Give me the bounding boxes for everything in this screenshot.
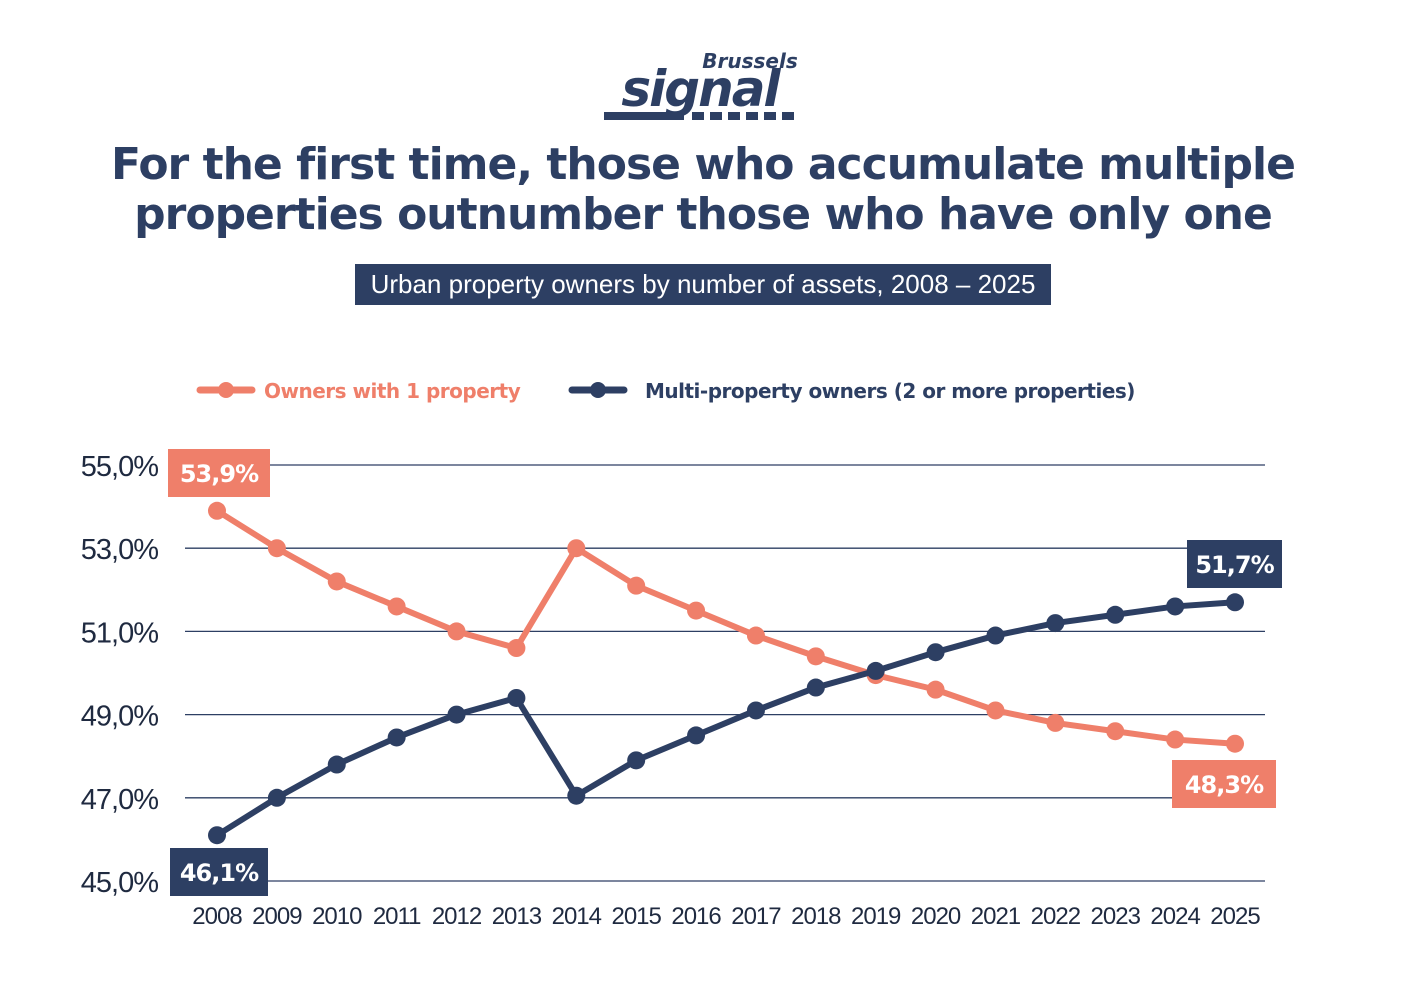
data-point bbox=[387, 597, 406, 616]
data-point bbox=[567, 539, 586, 558]
data-point bbox=[806, 678, 825, 697]
chart-subtitle: Urban property owners by number of asset… bbox=[354, 264, 1052, 305]
data-point bbox=[926, 643, 945, 662]
brussels-signal-logo: Brussels signal bbox=[600, 46, 810, 126]
data-point bbox=[687, 601, 706, 620]
x-tick-label: 2020 bbox=[911, 903, 961, 930]
series-line bbox=[214, 507, 1238, 747]
x-tick-label: 2019 bbox=[851, 903, 901, 930]
annotation-label: 46,1% bbox=[180, 859, 259, 887]
y-tick-label: 45,0% bbox=[81, 867, 158, 899]
headline: For the first time, those who accumulate… bbox=[0, 140, 1406, 240]
annotation-label: 53,9% bbox=[180, 460, 259, 488]
y-tick-label: 55,0% bbox=[81, 451, 158, 483]
x-tick-label: 2025 bbox=[1210, 903, 1260, 930]
x-tick-label: 2012 bbox=[432, 903, 482, 930]
y-tick-label: 47,0% bbox=[81, 784, 158, 816]
logo-underline-dashes bbox=[604, 112, 794, 120]
y-tick-label: 49,0% bbox=[81, 701, 158, 733]
data-point bbox=[267, 539, 286, 558]
data-point bbox=[1046, 614, 1065, 633]
annotation-box bbox=[168, 449, 270, 497]
data-point bbox=[926, 680, 945, 699]
data-point bbox=[746, 626, 765, 645]
series-multi-owner bbox=[208, 593, 1244, 845]
annotation-box bbox=[1187, 540, 1282, 588]
data-point bbox=[447, 705, 466, 724]
x-tick-label: 2017 bbox=[731, 903, 781, 930]
data-point bbox=[208, 501, 226, 520]
headline-line-2: properties outnumber those who have only… bbox=[134, 189, 1273, 240]
data-point bbox=[1226, 734, 1244, 753]
headline-line-1: For the first time, those who accumulate… bbox=[111, 139, 1296, 190]
data-point bbox=[267, 788, 286, 807]
data-point bbox=[447, 622, 466, 641]
data-point bbox=[387, 728, 406, 747]
data-point bbox=[1226, 593, 1244, 612]
legend-label-single-owner: Owners with 1 property bbox=[264, 379, 521, 403]
legend-label-multi-owner: Multi-property owners (2 or more propert… bbox=[645, 379, 1135, 403]
x-tick-label: 2023 bbox=[1091, 903, 1141, 930]
series-single-owner bbox=[208, 501, 1244, 753]
data-point bbox=[327, 755, 346, 774]
data-point bbox=[627, 751, 646, 770]
y-tick-label: 53,0% bbox=[81, 534, 158, 566]
x-tick-label: 2016 bbox=[671, 903, 721, 930]
data-point bbox=[1046, 713, 1065, 732]
data-point bbox=[327, 572, 346, 591]
x-tick-label: 2021 bbox=[971, 903, 1021, 930]
data-point bbox=[507, 639, 526, 658]
data-point bbox=[1106, 722, 1125, 741]
data-point bbox=[627, 576, 646, 595]
series-line bbox=[214, 599, 1238, 839]
data-point bbox=[687, 726, 706, 745]
legend-marker-multi-owner bbox=[590, 382, 606, 398]
data-point bbox=[746, 701, 765, 720]
annotation-label: 51,7% bbox=[1195, 551, 1274, 579]
data-point bbox=[1166, 597, 1185, 616]
x-tick-label: 2015 bbox=[611, 903, 661, 930]
data-point bbox=[866, 661, 885, 680]
x-tick-label: 2018 bbox=[791, 903, 841, 930]
x-tick-label: 2008 bbox=[192, 903, 242, 930]
annotation-box bbox=[170, 848, 268, 896]
y-tick-label: 51,0% bbox=[81, 617, 158, 649]
x-tick-label: 2022 bbox=[1031, 903, 1081, 930]
data-point bbox=[507, 688, 526, 707]
data-point bbox=[986, 701, 1005, 720]
x-tick-label: 2014 bbox=[552, 903, 602, 930]
data-point bbox=[208, 826, 226, 845]
annotation-box bbox=[1172, 760, 1276, 808]
data-point bbox=[567, 786, 586, 805]
x-tick-label: 2013 bbox=[492, 903, 542, 930]
logo-signal-text: signal bbox=[621, 60, 781, 118]
legend-marker-single-owner bbox=[218, 382, 234, 398]
data-point bbox=[986, 626, 1005, 645]
annotation-label: 48,3% bbox=[1185, 771, 1264, 799]
x-tick-label: 2024 bbox=[1150, 903, 1200, 930]
data-point bbox=[1166, 730, 1185, 749]
logo-brussels-text: Brussels bbox=[702, 49, 798, 73]
x-tick-label: 2009 bbox=[252, 903, 302, 930]
x-tick-label: 2010 bbox=[312, 903, 362, 930]
data-point bbox=[806, 647, 825, 666]
data-point bbox=[1106, 605, 1125, 624]
x-tick-label: 2011 bbox=[373, 903, 421, 930]
